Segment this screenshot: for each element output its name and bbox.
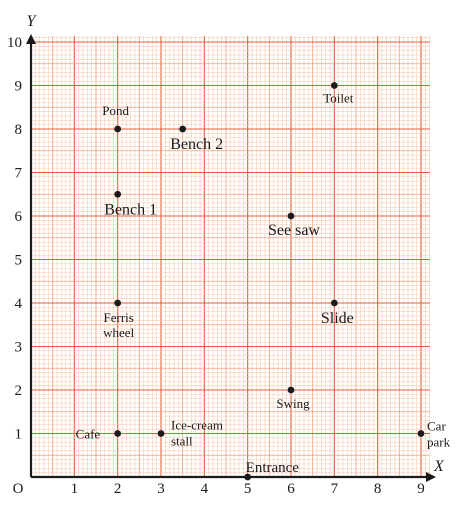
point-label-see-saw: See saw [268,222,320,239]
y-tick-label: 2 [15,383,23,399]
point-cafe [114,430,122,437]
point-label-ferris-wheel: Ferris wheel [103,310,134,340]
point-label-car-park: Car park [427,419,451,450]
point-pond [114,125,122,133]
point-labels: Pond Bench 2 Toilet Bench 1 See saw Ferris whe… [76,91,451,477]
y-tick-label: 4 [15,296,23,312]
y-tick-label: 6 [15,209,23,225]
x-tick-label: 5 [244,481,252,497]
x-axis-label: X [433,458,445,475]
point-label-slide: Slide [321,310,354,327]
axes [26,34,436,482]
point-toilet [330,82,338,89]
grid-lines [30,36,430,478]
y-tick-label: 9 [15,79,23,95]
point-label-bench-1: Bench 1 [104,201,157,218]
x-tick-label: 3 [157,481,165,497]
y-tick-label: 3 [15,340,23,356]
data-points [114,82,425,481]
y-tick-label: 8 [15,122,23,138]
y-tick-label: 5 [15,253,23,269]
origin-label: O [13,481,24,497]
y-axis-label: Y [27,13,38,30]
point-label-entrance: Entrance [246,460,300,476]
point-entrance [244,473,252,481]
y-tick-label: 7 [15,166,23,182]
point-ice-cream-stall [157,430,165,437]
x-tick-label: 2 [114,481,122,497]
point-bench-1 [114,190,122,198]
point-label-swing: Swing [276,396,310,411]
point-label-bench-2: Bench 2 [170,136,223,153]
point-ferris-wheel [114,299,122,307]
y-tick-label: 10 [7,35,22,51]
point-label-pond: Pond [102,103,129,118]
point-label-ice-cream-stall: Ice-cream stall [171,418,223,449]
x-tick-label: 7 [331,481,339,497]
point-slide [330,299,338,307]
point-label-toilet: Toilet [323,91,354,106]
point-see-saw [287,212,295,220]
x-tick-label: 6 [287,481,295,497]
y-axis-arrow-icon [26,34,36,44]
tick-labels: 1 2 3 4 5 6 7 8 9 1 2 3 4 5 6 7 8 9 10 O X Y [7,13,445,497]
x-tick-label: 4 [201,481,209,497]
x-axis-arrow-icon [426,472,436,482]
point-swing [287,386,295,394]
point-bench-2 [179,125,187,133]
point-label-cafe: Cafe [76,427,101,442]
point-car-park [417,430,425,437]
y-tick-label: 1 [15,427,23,443]
x-tick-label: 8 [374,481,382,497]
x-tick-label: 1 [71,481,79,497]
x-tick-label: 9 [417,481,425,497]
